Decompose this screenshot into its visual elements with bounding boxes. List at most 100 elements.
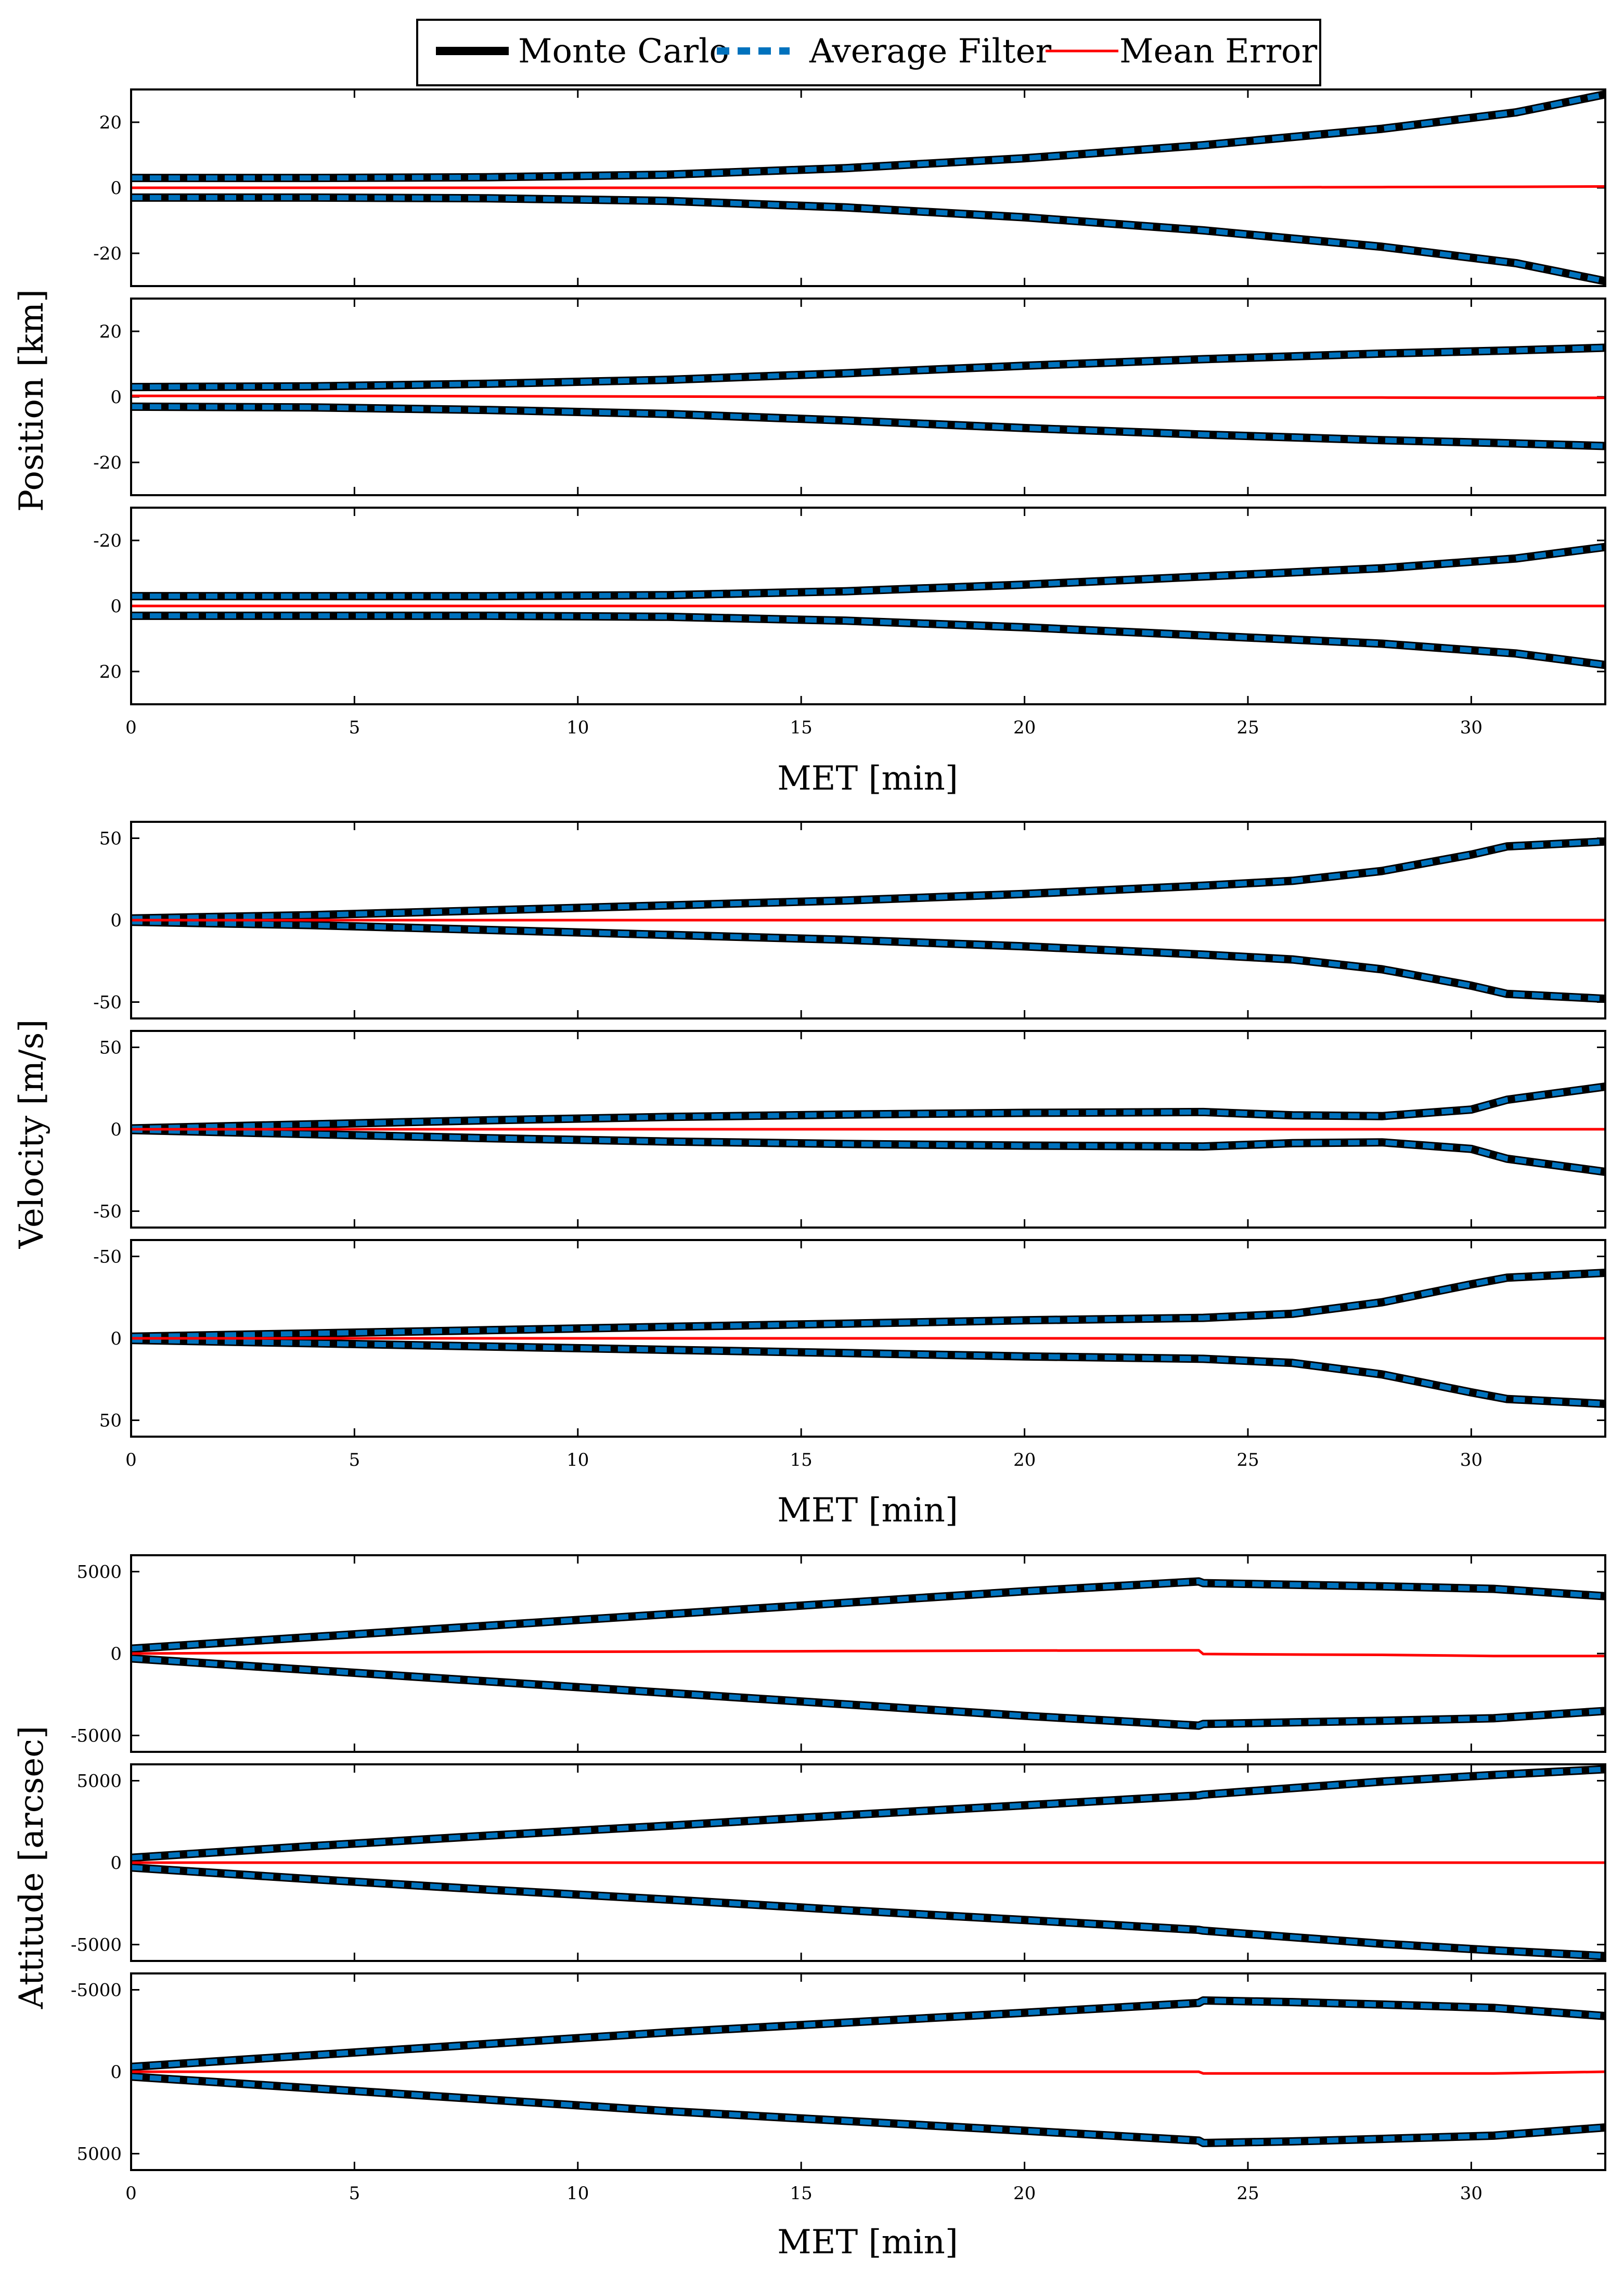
monte-carlo-upper-bound: [131, 1996, 1605, 2071]
y-tick-label: 5000: [76, 2144, 122, 2165]
y-tick-label: -20: [93, 531, 122, 551]
attitude-subplot-3-series: [131, 1996, 1605, 2147]
position-subplot-1: -20 0 20: [93, 88, 1606, 287]
monte-carlo-upper-bound: [131, 1269, 1605, 1341]
y-tick-label: 5000: [76, 1562, 122, 1583]
x-tick-label: 25: [1236, 1450, 1259, 1470]
average-filter-upper-bound: [131, 1997, 1605, 2070]
average-filter-lower-bound: [131, 1656, 1605, 1728]
average-filter-upper-bound: [131, 92, 1605, 181]
axes-frame: [130, 88, 1606, 287]
attitude-subplot-2-series: [131, 1765, 1605, 1960]
average-filter-upper-bound: [131, 1766, 1605, 1861]
attitude-subplot-1: -5000 0 5000: [71, 1554, 1606, 1753]
legend-label-mean-error: Mean Error: [1119, 32, 1318, 71]
average-filter-lower-bound: [131, 1865, 1605, 1959]
x-tick-label: 10: [566, 1450, 589, 1470]
y-tick-label: 0: [110, 2062, 122, 2083]
average-filter-upper-bound: [131, 544, 1605, 599]
y-tick-label: 0: [110, 1328, 122, 1349]
position-xlabel: MET [min]: [777, 759, 958, 798]
attitude-ylabel: Attitude [arcsec]: [12, 1726, 51, 2009]
y-tick-label: 50: [99, 829, 122, 849]
x-tick-label: 10: [566, 2183, 589, 2204]
monte-carlo-upper-bound: [131, 343, 1605, 392]
position-ylabel: Position [km]: [12, 289, 51, 512]
velocity-subplot-2: -50 0 50: [93, 1030, 1606, 1229]
x-tick-label: 15: [790, 2183, 813, 2204]
position-subplot-3-series: [131, 543, 1605, 669]
x-tick-label: 25: [1236, 717, 1259, 738]
average-filter-lower-bound: [131, 1127, 1605, 1174]
mean-error-line: [131, 1649, 1605, 1658]
mean-error-line: [131, 2070, 1605, 2075]
x-tick-label: 0: [125, 1450, 137, 1470]
y-tick-label: -50: [93, 1247, 122, 1268]
y-tick-label: -50: [93, 1202, 122, 1222]
axes-frame: [130, 1030, 1606, 1229]
average-filter-upper-bound: [131, 1084, 1605, 1131]
monte-carlo-upper-bound: [131, 837, 1605, 923]
y-tick-label: 0: [110, 178, 122, 199]
monte-carlo-lower-bound: [131, 402, 1605, 450]
legend-box: [416, 19, 1321, 86]
y-tick-label: -5000: [71, 1935, 122, 1956]
x-tick-label: 20: [1013, 717, 1036, 738]
average-filter-lower-bound: [131, 404, 1605, 449]
x-tick-label: 5: [349, 717, 360, 738]
attitude-subplot-2: -5000 0 5000: [71, 1763, 1606, 1962]
position-chart-group: -20 0 20 -20 0 20 20 0 -20 0 5 10 15 20 25 30: [93, 88, 1606, 738]
velocity-xlabel: MET [min]: [777, 1491, 958, 1530]
average-filter-upper-bound: [131, 345, 1605, 390]
average-filter-lower-bound: [131, 613, 1605, 668]
x-tick-label: 15: [790, 717, 813, 738]
velocity-subplot-1: -50 0 50: [93, 821, 1606, 1019]
y-tick-label: 5000: [76, 1771, 122, 1792]
y-tick-label: 20: [99, 321, 122, 342]
y-tick-label: 0: [110, 387, 122, 408]
x-tick-label: 5: [349, 1450, 360, 1470]
monte-carlo-lower-bound: [131, 918, 1605, 1003]
axes-frame: [130, 1239, 1606, 1438]
average-filter-lower-bound: [131, 195, 1605, 284]
legend: Monte Carlo Average Filter Mean Error: [416, 19, 1321, 86]
x-tick-label: 20: [1013, 2183, 1036, 2204]
mean-error-line: [131, 185, 1605, 189]
average-filter-upper-bound: [131, 1579, 1605, 1651]
velocity-ylabel: Velocity [m/s]: [12, 1019, 51, 1249]
position-subplot-1-series: [131, 90, 1605, 286]
x-tick-label: 5: [349, 2183, 360, 2204]
y-tick-label: -20: [93, 453, 122, 473]
monte-carlo-lower-bound: [131, 1336, 1605, 1408]
average-filter-upper-bound: [131, 838, 1605, 921]
velocity-subplot-3-series: [131, 1269, 1605, 1408]
axes-frame: [130, 507, 1606, 705]
velocity-subplot-3: 50 0 -50: [93, 1239, 1606, 1438]
y-tick-label: 0: [110, 910, 122, 931]
mean-error-line: [131, 394, 1605, 399]
position-subplot-2: -20 0 20: [93, 298, 1606, 496]
axes-frame: [130, 1554, 1606, 1753]
monte-carlo-lower-bound: [131, 1654, 1605, 1730]
velocity-subplot-1-series: [131, 837, 1605, 1003]
velocity-subplot-2-series: [131, 1082, 1605, 1176]
y-tick-label: 50: [99, 1038, 122, 1058]
x-tick-label: 0: [125, 2183, 137, 2204]
average-filter-upper-bound: [131, 1270, 1605, 1339]
attitude-subplot-3: 5000 0 -5000: [71, 1972, 1606, 2171]
attitude-subplot-1-series: [131, 1577, 1605, 1730]
position-subplot-2-series: [131, 343, 1605, 450]
y-tick-label: 20: [99, 112, 122, 133]
monte-carlo-lower-bound: [131, 2072, 1605, 2147]
position-subplot-3: 20 0 -20: [93, 507, 1606, 705]
attitude-xlabel: MET [min]: [777, 2223, 958, 2262]
y-tick-label: -5000: [71, 1726, 122, 1747]
x-tick-label: 0: [125, 717, 137, 738]
axes-frame: [130, 821, 1606, 1019]
x-tick-label: 30: [1460, 2183, 1483, 2204]
y-tick-label: 0: [110, 1644, 122, 1664]
y-tick-label: 20: [99, 662, 122, 682]
